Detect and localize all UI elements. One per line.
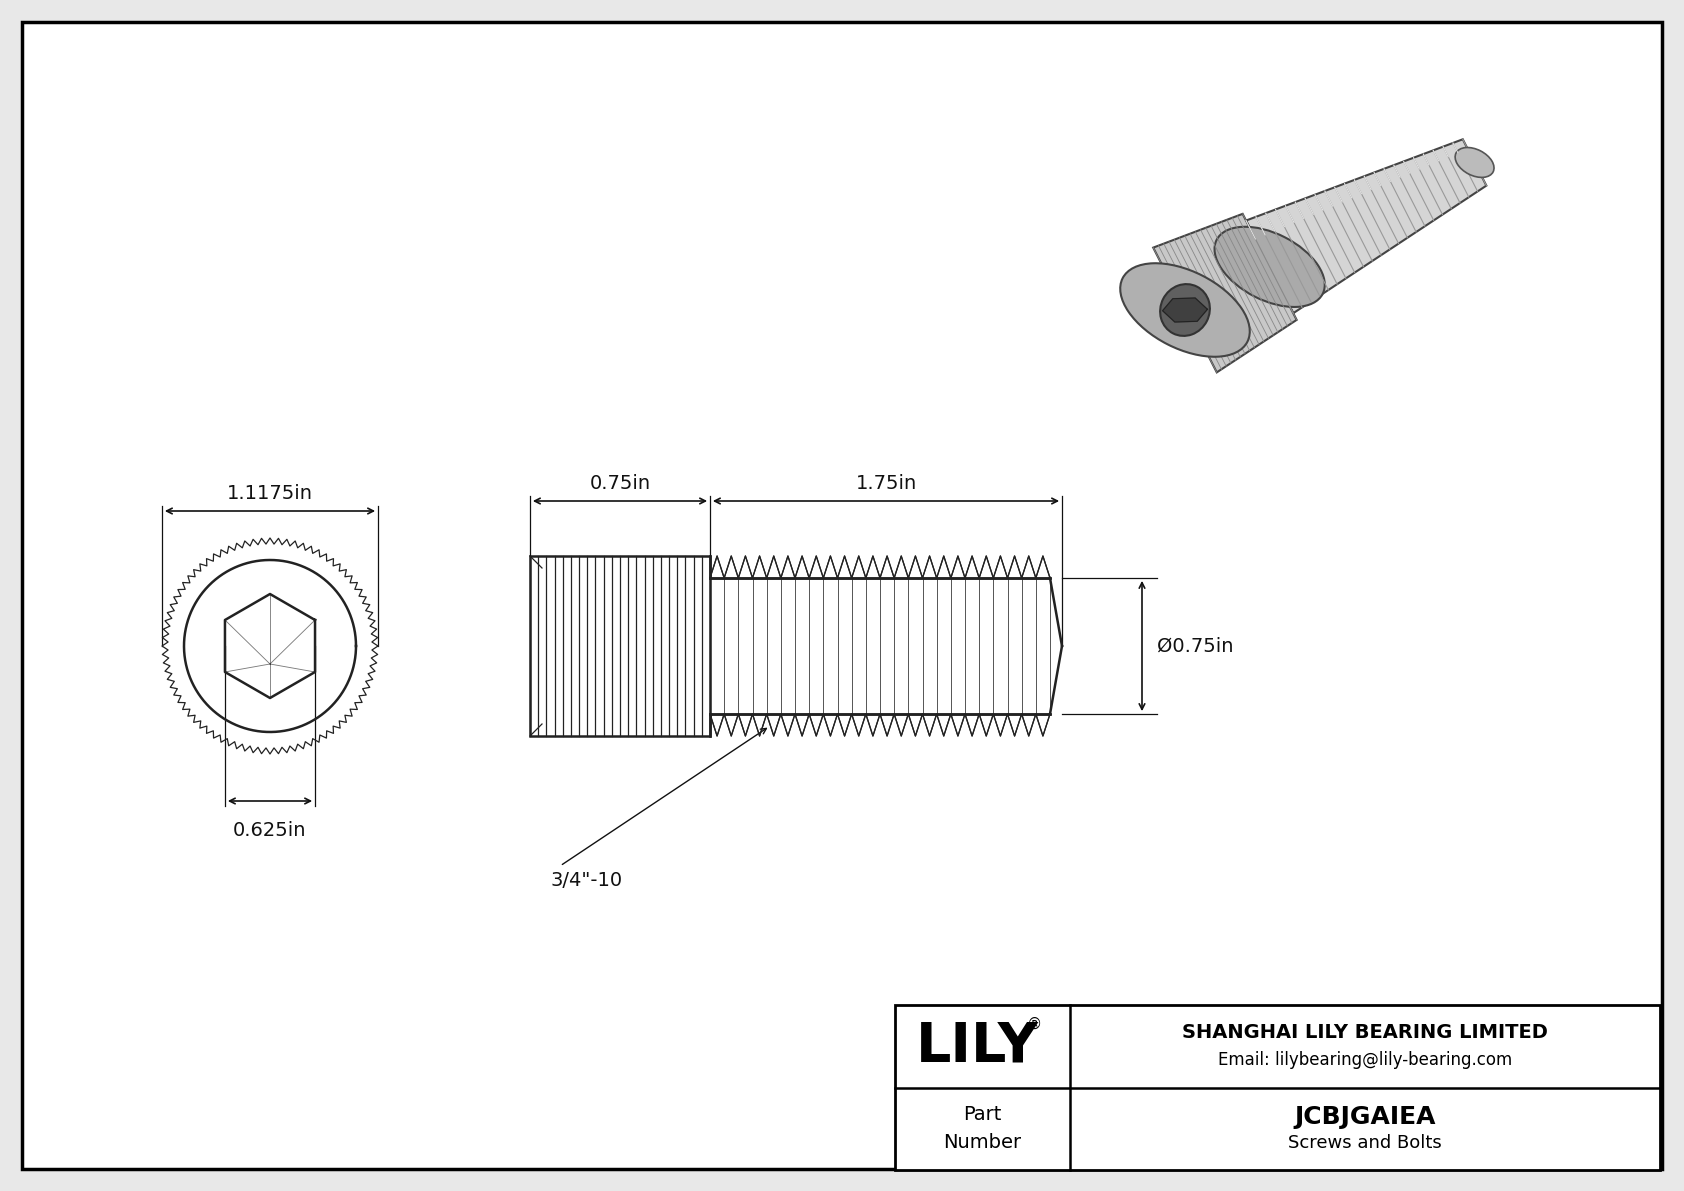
Text: Screws and Bolts: Screws and Bolts <box>1288 1134 1442 1152</box>
Bar <box>711 578 1051 713</box>
Text: 3/4"-10: 3/4"-10 <box>551 871 621 890</box>
Bar <box>894 1005 1660 1170</box>
Bar <box>530 556 711 736</box>
Ellipse shape <box>1160 285 1209 336</box>
Polygon shape <box>1246 139 1487 313</box>
Text: Ø0.75in: Ø0.75in <box>1157 636 1233 655</box>
Polygon shape <box>1162 298 1207 322</box>
Ellipse shape <box>1120 263 1250 357</box>
Text: 1.1175in: 1.1175in <box>227 484 313 503</box>
Text: 0.75in: 0.75in <box>589 474 650 493</box>
Text: ®: ® <box>1027 1017 1042 1031</box>
Polygon shape <box>1154 214 1297 373</box>
Ellipse shape <box>1214 226 1325 307</box>
Text: Part
Number: Part Number <box>943 1105 1022 1152</box>
Text: SHANGHAI LILY BEARING LIMITED: SHANGHAI LILY BEARING LIMITED <box>1182 1023 1548 1042</box>
Text: 0.625in: 0.625in <box>234 821 306 840</box>
Text: Email: lilybearing@lily-bearing.com: Email: lilybearing@lily-bearing.com <box>1218 1052 1512 1070</box>
Ellipse shape <box>1455 148 1494 177</box>
Text: 1.75in: 1.75in <box>855 474 916 493</box>
Text: LILY: LILY <box>916 1019 1039 1073</box>
Text: JCBJGAIEA: JCBJGAIEA <box>1295 1105 1436 1129</box>
